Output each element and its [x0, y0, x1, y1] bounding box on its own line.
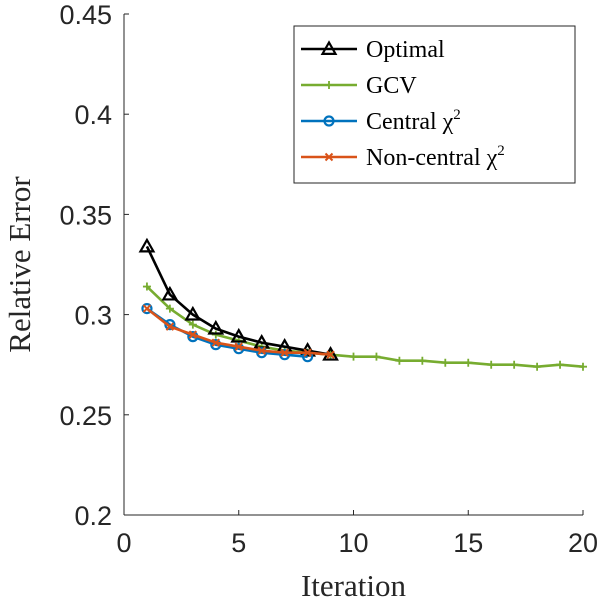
y-tick-label: 0.4 [74, 100, 112, 130]
legend-label: GCV [366, 73, 417, 99]
data-point-central-chi2 [256, 347, 268, 359]
data-point-non-central-chi2 [234, 342, 243, 351]
data-point-optimal [138, 237, 156, 253]
data-point-gcv [165, 304, 174, 313]
data-point-gcv [487, 360, 496, 369]
data-point-gcv [464, 358, 473, 367]
data-point-optimal [207, 319, 225, 335]
data-point-gcv [395, 356, 404, 365]
series-line-optimal [145, 245, 331, 356]
x-tick-label: 5 [231, 528, 246, 558]
data-point-optimal [230, 327, 248, 343]
data-point-non-central-chi2 [165, 322, 175, 331]
data-point-gcv [142, 282, 151, 291]
legend-item-non-central-chi2: Non-central χ2 [301, 143, 505, 171]
x-tick-label: 10 [338, 528, 368, 558]
legend-label: Central χ2 [366, 107, 461, 135]
y-axis-title: Relative Error [2, 176, 37, 353]
y-tick-label: 0.25 [59, 401, 112, 431]
data-point-non-central-chi2 [303, 348, 312, 357]
data-point-non-central-chi2 [188, 330, 198, 339]
data-point-central-chi2 [141, 302, 153, 315]
data-point-non-central-chi2 [211, 338, 221, 347]
series-layer [138, 237, 587, 371]
x-axis-title: Iteration [301, 568, 407, 603]
data-point-central-chi2 [279, 349, 291, 361]
data-point-gcv [188, 320, 197, 329]
y-tick-label: 0.45 [59, 0, 112, 30]
legend-marker [324, 152, 334, 162]
legend-label: Non-central χ2 [366, 143, 505, 171]
data-point-gcv [441, 358, 450, 367]
data-point-gcv [579, 362, 587, 371]
data-point-gcv [510, 360, 519, 369]
data-point-gcv [556, 360, 565, 369]
data-point-optimal [161, 285, 179, 301]
series-non-central-chi2 [142, 304, 335, 359]
y-tick-label: 0.2 [74, 501, 112, 531]
legend-item-optimal: Optimal [301, 37, 445, 63]
y-tick-label: 0.35 [59, 200, 112, 230]
data-point-non-central-chi2 [326, 350, 335, 359]
x-tick-label: 15 [453, 528, 483, 558]
legend-item-gcv: GCV [301, 73, 417, 99]
data-point-optimal [184, 305, 202, 321]
data-point-non-central-chi2 [280, 348, 289, 357]
data-point-gcv [533, 362, 542, 371]
data-point-non-central-chi2 [257, 346, 266, 355]
data-point-non-central-chi2 [142, 304, 152, 313]
legend-marker [325, 81, 333, 89]
legend: Optimal GCV Central χ2 Non-central χ2 [293, 25, 576, 184]
data-point-gcv [349, 352, 358, 361]
axes-layer: 0 5 10 15 20 0.2 0.25 0.3 0.35 0.4 0.45 [59, 0, 598, 558]
y-tick-label: 0.3 [74, 301, 112, 331]
legend-marker [323, 115, 335, 127]
legend-label: Optimal [366, 37, 445, 63]
data-point-gcv [418, 356, 427, 365]
data-point-gcv [211, 330, 220, 339]
x-tick-label: 0 [116, 528, 131, 558]
legend-marker [320, 40, 338, 55]
legend-item-central-chi2: Central χ2 [301, 107, 461, 135]
x-tick-label: 20 [568, 528, 598, 558]
data-point-gcv [372, 352, 381, 361]
